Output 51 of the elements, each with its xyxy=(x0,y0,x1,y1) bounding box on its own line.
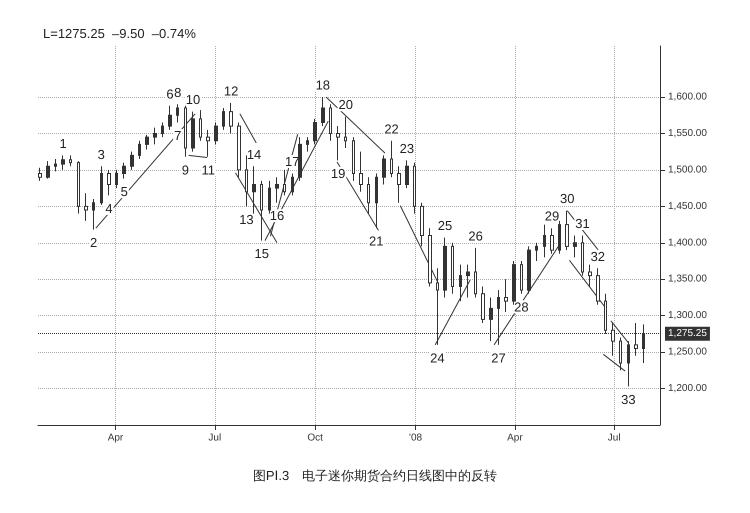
annotation: 16 xyxy=(270,208,284,224)
annotation: 12 xyxy=(224,83,238,98)
annotation: 27 xyxy=(491,350,506,366)
x-tick-label: '08 xyxy=(409,432,423,444)
annotation: 3 xyxy=(98,146,105,162)
annotation: 31 xyxy=(575,216,590,231)
annotation: 6 xyxy=(166,86,174,102)
annotation: 32 xyxy=(590,248,606,264)
x-tick-label: Apr xyxy=(108,432,124,444)
y-tick-label: 1,200.00 xyxy=(668,383,708,394)
text: 图PⅠ.3 电子迷你期货合约日线图中的反转 xyxy=(252,468,498,483)
annotation: 22 xyxy=(384,121,399,136)
y-tick-label: 1,300.00 xyxy=(668,310,708,322)
annotation: 29 xyxy=(544,208,560,224)
x-tick-label: Oct xyxy=(307,432,324,444)
annotation: 30 xyxy=(560,191,574,206)
annotation: 4 xyxy=(105,200,113,216)
annotation: 5 xyxy=(120,184,128,200)
y-tick-label: 1,400.00 xyxy=(668,237,708,248)
annotation: 10 xyxy=(186,92,200,108)
annotation: 11 xyxy=(201,162,215,178)
annotation: 14 xyxy=(246,146,262,162)
ref-line-label: 1,275.25 xyxy=(668,328,708,340)
annotation: 33 xyxy=(621,392,636,407)
x-tick-label: Apr xyxy=(507,432,524,444)
y-tick-label: 1,550.00 xyxy=(668,128,708,139)
y-tick-label: 1,450.00 xyxy=(668,200,708,212)
annotation: 26 xyxy=(468,228,483,244)
annotation: 21 xyxy=(369,234,384,249)
annotation: 13 xyxy=(239,212,254,227)
y-tick-label: 1,600.00 xyxy=(668,92,708,103)
annotation: 25 xyxy=(438,218,452,234)
y-tick-label: 1,350.00 xyxy=(668,274,708,285)
annotation: 15 xyxy=(254,246,269,262)
annotation: 17 xyxy=(285,154,300,170)
x-tick-label: Jul xyxy=(608,432,621,444)
annotation: 28 xyxy=(514,299,529,314)
annotation: 20 xyxy=(338,97,353,112)
y-tick-label: 1,500.00 xyxy=(668,164,708,176)
annotation: 23 xyxy=(400,140,414,156)
annotation: 7 xyxy=(174,128,182,144)
annotation: 24 xyxy=(430,350,445,366)
annotation: 2 xyxy=(90,235,98,250)
annotation: 18 xyxy=(316,78,330,93)
annotation: 19 xyxy=(330,166,346,181)
y-tick-label: 1,250.00 xyxy=(668,346,708,358)
annotation: 9 xyxy=(182,162,189,178)
annotation: 8 xyxy=(174,84,182,100)
chart-subtitle: L=1275.25 –9.50 –0.74% xyxy=(43,26,196,41)
x-tick-label: Jul xyxy=(208,432,222,444)
annotation: 1 xyxy=(59,136,67,151)
